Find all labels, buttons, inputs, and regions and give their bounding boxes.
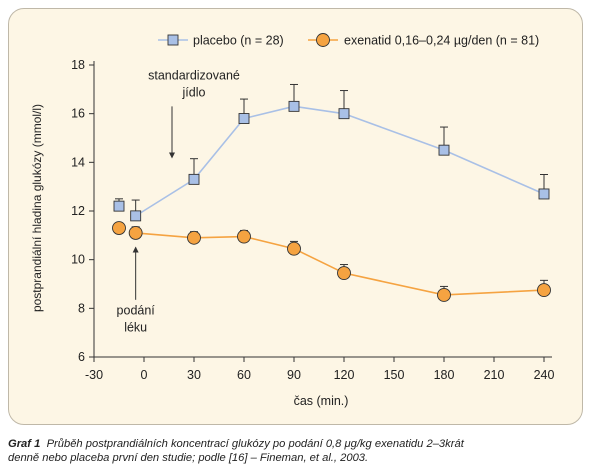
meal-arrow-head xyxy=(169,152,175,159)
data-point xyxy=(337,266,351,280)
data-point xyxy=(437,288,451,302)
x-tick-label: 60 xyxy=(237,368,251,382)
caption-line-2: denně nebo placeba první den studie; pod… xyxy=(8,452,369,464)
x-tick-label: 90 xyxy=(287,368,301,382)
y-tick-label: 10 xyxy=(71,253,85,267)
y-tick-label: 18 xyxy=(71,58,85,72)
caption-label: Graf 1 xyxy=(8,438,41,450)
data-point xyxy=(187,230,201,245)
data-point xyxy=(112,221,126,235)
x-axis-title: čas (min.) xyxy=(294,394,349,408)
x-tick-label: 240 xyxy=(534,368,555,382)
data-point xyxy=(538,188,550,200)
x-tick-label: 30 xyxy=(187,368,201,382)
chart-panel xyxy=(8,8,583,425)
legend-marker-placebo xyxy=(167,34,179,46)
x-tick-label: 120 xyxy=(334,368,355,382)
y-tick-label: 8 xyxy=(78,301,85,315)
y-tick-label: 14 xyxy=(71,155,85,169)
series-line xyxy=(135,105,545,217)
data-point xyxy=(128,225,143,240)
caption-line-1: Průběh postprandiálních koncentrací gluk… xyxy=(46,438,464,450)
annotation-label: jídlo xyxy=(182,86,206,100)
data-point xyxy=(238,113,250,124)
figure-caption: Graf 1 Průběh postprandiálních koncentra… xyxy=(8,437,583,465)
annotation-label: podání xyxy=(117,303,156,317)
legend-label-placebo: placebo (n = 28) xyxy=(193,34,284,48)
series-exenatide xyxy=(112,221,551,302)
x-tick-label: 180 xyxy=(434,368,455,382)
y-tick-label: 16 xyxy=(71,107,85,121)
annotation-label: standardizované xyxy=(148,69,240,83)
data-point xyxy=(188,173,200,185)
drug-arrow-head xyxy=(132,246,139,253)
data-point xyxy=(438,144,450,156)
x-tick-label: 210 xyxy=(484,368,505,382)
data-point xyxy=(288,100,300,112)
data-point xyxy=(537,283,551,298)
legend-marker-exenatide xyxy=(316,33,330,47)
legend-label-exenatide: exenatid 0,16–0,24 µg/den (n = 81) xyxy=(344,34,539,48)
data-point xyxy=(287,241,301,256)
glucose-chart: 6 8 10 12 14 16 18 -30 0 30 60 90 120 150 180 210 240 čas… xyxy=(30,33,555,408)
data-point xyxy=(237,229,251,244)
y-axis-title: postprandiální hladina glukózy (mmol/l) xyxy=(30,104,44,312)
x-tick-label: 0 xyxy=(141,368,148,382)
series-placebo xyxy=(113,83,550,222)
data-point xyxy=(130,210,142,222)
data-point xyxy=(338,108,350,120)
y-tick-label: 6 xyxy=(78,350,85,364)
y-tick-label: 12 xyxy=(71,204,85,218)
x-tick-label: 150 xyxy=(384,368,405,382)
data-point xyxy=(113,200,125,212)
annotation-label: léku xyxy=(124,320,147,334)
x-tick-label: -30 xyxy=(85,368,103,382)
